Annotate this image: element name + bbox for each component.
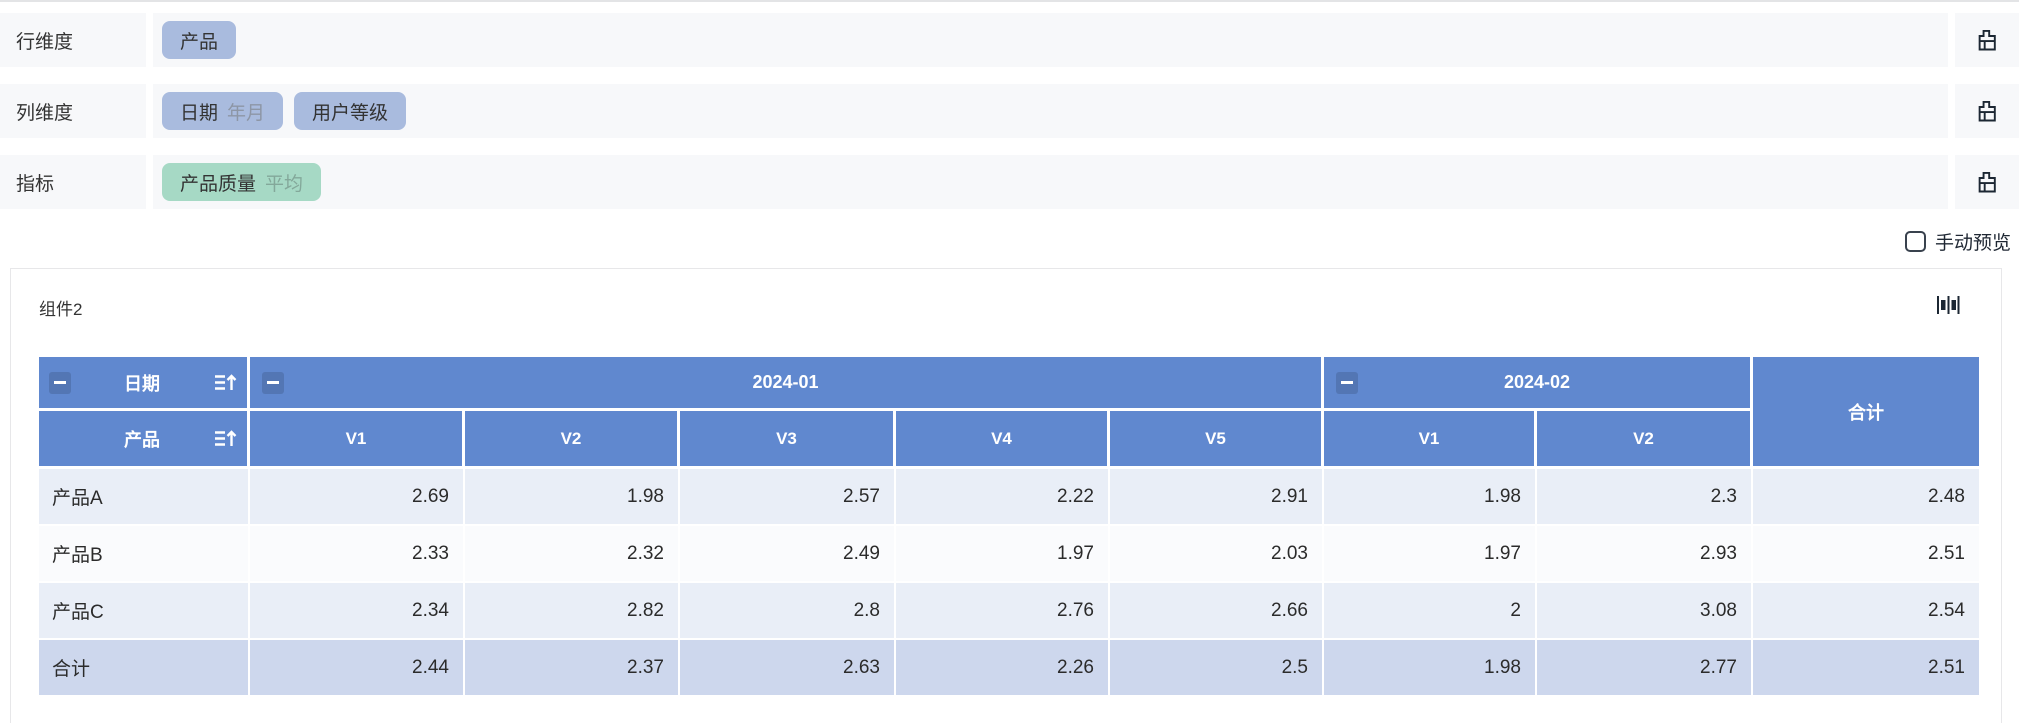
- table-row: 产品C 2.34 2.82 2.8 2.76 2.66 2 3.08 2.54: [39, 583, 1979, 640]
- pivot-cell: 2.76: [896, 583, 1110, 640]
- measure-bar: 指标 产品质量 平均: [0, 155, 2019, 209]
- clear-brush-icon[interactable]: [1974, 169, 2001, 196]
- clear-brush-icon[interactable]: [1974, 98, 2001, 125]
- pivot-cell: 2.34: [250, 583, 465, 640]
- pivot-cell: 2.26: [896, 640, 1110, 697]
- pivot-cell: 2.77: [1537, 640, 1753, 697]
- chip-label: 日期: [180, 102, 219, 124]
- pivot-cell: 1.98: [1324, 469, 1537, 526]
- pivot-cell: 2.5: [1110, 640, 1324, 697]
- subcol-header: V2: [465, 411, 680, 469]
- col-dimension-bar: 列维度 日期 年月 用户等级: [0, 84, 2019, 138]
- manual-preview-checkbox[interactable]: [1904, 230, 1926, 252]
- manual-preview-row: 手动预览: [0, 228, 2011, 254]
- divider: [146, 155, 153, 209]
- pivot-cell: 2.03: [1110, 526, 1324, 583]
- subcol-header: V4: [896, 411, 1110, 469]
- date-dim-title: 日期: [124, 373, 160, 394]
- pivot-cell: 2.57: [680, 469, 896, 526]
- divider: [1948, 84, 1955, 138]
- header-row-product: 产品 V1 V2 V3 V4 V5 V1 V2: [39, 411, 1979, 469]
- pivot-cell: 2.8: [680, 583, 896, 640]
- col-dimension-dropzone[interactable]: 日期 年月 用户等级: [153, 84, 1948, 138]
- pivot-cell: 2: [1324, 583, 1537, 640]
- top-divider: [0, 0, 2019, 2]
- pivot-cell-total: 2.51: [1753, 640, 1979, 697]
- pivot-cell: 2.22: [896, 469, 1110, 526]
- divider: [146, 84, 153, 138]
- divider: [146, 13, 153, 67]
- total-row: 合计 2.44 2.37 2.63 2.26 2.5 1.98 2.77 2.5…: [39, 640, 1979, 697]
- chip-granularity: 年月: [227, 102, 266, 124]
- pivot-cell: 2.82: [465, 583, 680, 640]
- pivot-cell: 1.98: [465, 469, 680, 526]
- pivot-cell: 2.44: [250, 640, 465, 697]
- chip-product-quality[interactable]: 产品质量 平均: [162, 163, 322, 201]
- manual-preview-label[interactable]: 手动预览: [1934, 232, 2011, 254]
- month-label: 2024-01: [752, 372, 819, 392]
- month-label: 2024-02: [1503, 372, 1571, 392]
- row-dimension-label: 行维度: [0, 13, 146, 67]
- col-dimension-label: 列维度: [0, 84, 146, 138]
- corner-date-cell: 日期: [39, 357, 250, 411]
- chip-label: 产品: [180, 31, 219, 53]
- row-dimension-bar: 行维度 产品: [0, 13, 2019, 67]
- pivot-cell: 2.33: [250, 526, 465, 583]
- row-dimension-dropzone[interactable]: 产品: [153, 13, 1948, 67]
- pivot-cell: 2.93: [1537, 526, 1753, 583]
- pivot-cell: 2.66: [1110, 583, 1324, 640]
- month-group-2024-02: 2024-02: [1324, 357, 1753, 411]
- clear-brush-icon[interactable]: [1974, 27, 2001, 54]
- pivot-cell: 2.49: [680, 526, 896, 583]
- chip-label: 用户等级: [312, 102, 389, 124]
- collapse-minus-icon[interactable]: [1336, 371, 1358, 394]
- product-dim-title: 产品: [124, 429, 160, 450]
- pivot-cell: 2.37: [465, 640, 680, 697]
- bar-chart-switch-icon[interactable]: [1935, 293, 1961, 322]
- chip-date[interactable]: 日期 年月: [162, 92, 284, 130]
- divider: [1948, 155, 1955, 209]
- table-row: 产品B 2.33 2.32 2.49 1.97 2.03 1.97 2.93 2…: [39, 526, 1979, 583]
- pivot-cell: 2.69: [250, 469, 465, 526]
- pivot-cell-total: 2.48: [1753, 469, 1979, 526]
- chip-product[interactable]: 产品: [162, 21, 237, 59]
- sort-icon[interactable]: [213, 429, 237, 449]
- measure-dropzone[interactable]: 产品质量 平均: [153, 155, 1948, 209]
- pivot-cell-total: 2.54: [1753, 583, 1979, 640]
- subcol-header: V1: [250, 411, 465, 469]
- collapse-minus-icon[interactable]: [262, 371, 284, 394]
- sort-icon[interactable]: [213, 373, 237, 393]
- pivot-table: 日期 2024-01 2024-02: [39, 357, 1979, 697]
- subcol-header: V3: [680, 411, 896, 469]
- chip-label: 产品质量: [180, 173, 257, 195]
- pivot-cell: 2.91: [1110, 469, 1324, 526]
- total-row-label: 合计: [39, 640, 250, 697]
- row-label: 产品A: [39, 469, 250, 526]
- pivot-cell: 1.97: [896, 526, 1110, 583]
- total-col-header: 合计: [1753, 357, 1979, 469]
- pivot-cell: 2.32: [465, 526, 680, 583]
- pivot-cell-total: 2.51: [1753, 526, 1979, 583]
- subcol-header: V2: [1537, 411, 1753, 469]
- pivot-cell: 1.98: [1324, 640, 1537, 697]
- widget-panel: 组件2 日期: [10, 268, 2002, 723]
- row-label: 产品C: [39, 583, 250, 640]
- row-label: 产品B: [39, 526, 250, 583]
- pivot-cell: 3.08: [1537, 583, 1753, 640]
- pivot-cell: 2.63: [680, 640, 896, 697]
- chip-user-level[interactable]: 用户等级: [294, 92, 407, 130]
- subcol-header: V5: [1110, 411, 1324, 469]
- subcol-header: V1: [1324, 411, 1537, 469]
- month-group-2024-01: 2024-01: [250, 357, 1324, 411]
- chip-aggregation: 平均: [265, 173, 304, 195]
- pivot-cell: 1.97: [1324, 526, 1537, 583]
- header-row-date: 日期 2024-01 2024-02: [39, 357, 1979, 469]
- collapse-minus-icon[interactable]: [49, 371, 71, 394]
- widget-title: 组件2: [39, 300, 83, 319]
- divider: [1948, 13, 1955, 67]
- corner-product-cell: 产品: [39, 411, 250, 469]
- table-row: 产品A 2.69 1.98 2.57 2.22 2.91 1.98 2.3 2.…: [39, 469, 1979, 526]
- pivot-cell: 2.3: [1537, 469, 1753, 526]
- measure-label: 指标: [0, 155, 146, 209]
